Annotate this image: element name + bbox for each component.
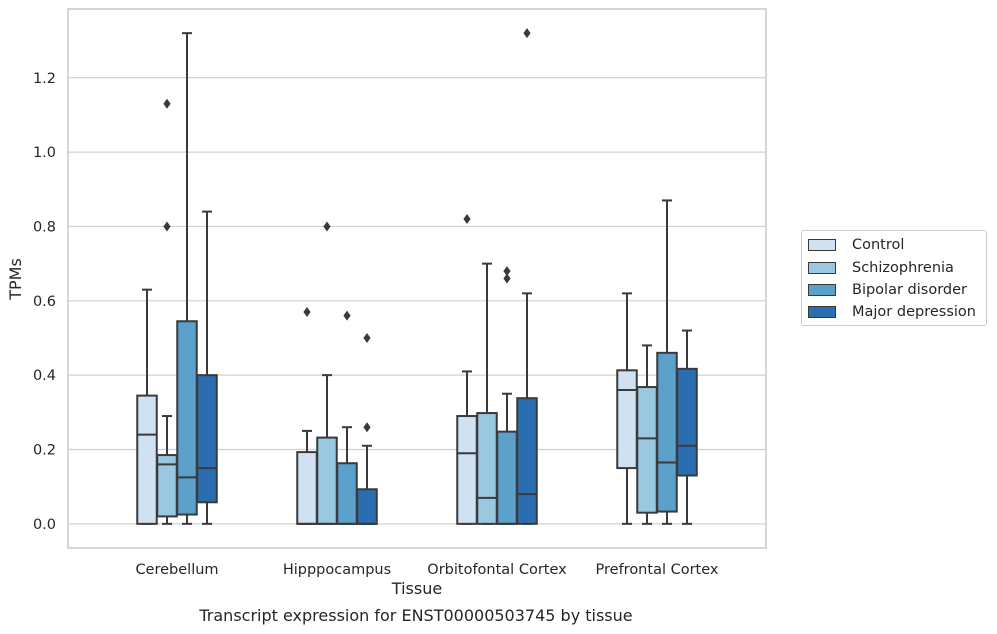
box-group <box>316 221 338 525</box>
tick-labels: 0.0 0.2 0.4 0.6 0.8 1.0 1.2 Cerebellum Hipppocam… <box>33 71 719 578</box>
legend: Control Schizophrenia Bipolar disorder M… <box>801 230 987 326</box>
box-group <box>476 262 498 525</box>
box-body <box>456 415 478 525</box>
box-group <box>516 28 538 525</box>
legend-swatch-bipolar-disorder <box>808 284 836 296</box>
legend-label-schizophrenia: Schizophrenia <box>852 260 954 276</box>
box-body <box>616 369 638 470</box>
box-group <box>136 288 158 525</box>
legend-item-schizophrenia: Schizophrenia <box>808 259 954 277</box>
y-tick-label: 1.2 <box>33 71 56 87</box>
outlier-point <box>503 266 511 277</box>
outlier-point <box>343 310 351 321</box>
box-group <box>176 32 198 525</box>
x-tick-label: Cerebellum <box>135 562 218 578</box>
box-body <box>296 451 318 525</box>
box-body <box>356 488 378 525</box>
y-tick-label: 0.8 <box>33 219 56 235</box>
y-tick-label: 0.6 <box>33 294 56 310</box>
outlier-point <box>523 28 531 39</box>
y-tick-label: 1.0 <box>33 145 56 161</box>
box-body <box>516 397 538 525</box>
legend-swatch-schizophrenia <box>808 262 836 274</box>
outlier-point <box>163 98 171 109</box>
box-group <box>656 199 678 525</box>
outlier-point <box>163 221 171 232</box>
box-group <box>456 214 478 525</box>
legend-label-bipolar-disorder: Bipolar disorder <box>852 282 967 298</box>
y-tick-label: 0.0 <box>33 517 56 533</box>
legend-item-major-depression: Major depression <box>808 303 976 321</box>
box-group <box>356 332 378 525</box>
box-group <box>616 292 638 525</box>
box-body <box>476 412 498 525</box>
y-axis-label: TPMs <box>6 258 25 301</box>
box-body <box>336 462 358 525</box>
outlier-point <box>303 306 311 317</box>
legend-item-bipolar-disorder: Bipolar disorder <box>808 281 967 299</box>
box-body <box>676 367 698 477</box>
outlier-point <box>363 422 371 433</box>
chart-caption: Transcript expression for ENST0000050374… <box>199 606 633 625</box>
box-group <box>296 306 318 525</box>
legend-label-major-depression: Major depression <box>852 304 976 320</box>
legend-swatch-control <box>808 239 836 251</box>
outlier-point <box>323 221 331 232</box>
y-tick-label: 0.2 <box>33 442 56 458</box>
box-body <box>176 320 198 516</box>
x-tick-label: Prefrontal Cortex <box>596 562 719 578</box>
x-tick-label: Hipppocampus <box>283 562 391 578</box>
outlier-point <box>363 332 371 343</box>
box-body <box>196 374 218 504</box>
box-group <box>496 266 518 525</box>
box-body <box>496 430 518 525</box>
plot-frame <box>67 8 767 549</box>
box-group <box>336 310 358 525</box>
outlier-point <box>463 214 471 225</box>
box-body <box>656 351 678 513</box>
box-body <box>636 386 658 514</box>
box-body <box>316 436 338 525</box>
legend-label-control: Control <box>852 237 905 253</box>
x-axis-label: Tissue <box>391 579 442 598</box>
legend-swatch-major-depression <box>808 306 836 318</box>
box-group <box>636 344 658 525</box>
y-tick-label: 0.4 <box>33 368 56 384</box>
x-tick-label: Orbitofontal Cortex <box>427 562 567 578</box>
box-body <box>136 394 158 525</box>
boxes <box>136 28 698 525</box>
box-group <box>156 98 178 525</box>
outlier-point <box>503 273 511 284</box>
legend-item-control: Control <box>808 236 904 254</box>
box-group <box>196 210 218 525</box>
box-group <box>676 329 698 525</box>
